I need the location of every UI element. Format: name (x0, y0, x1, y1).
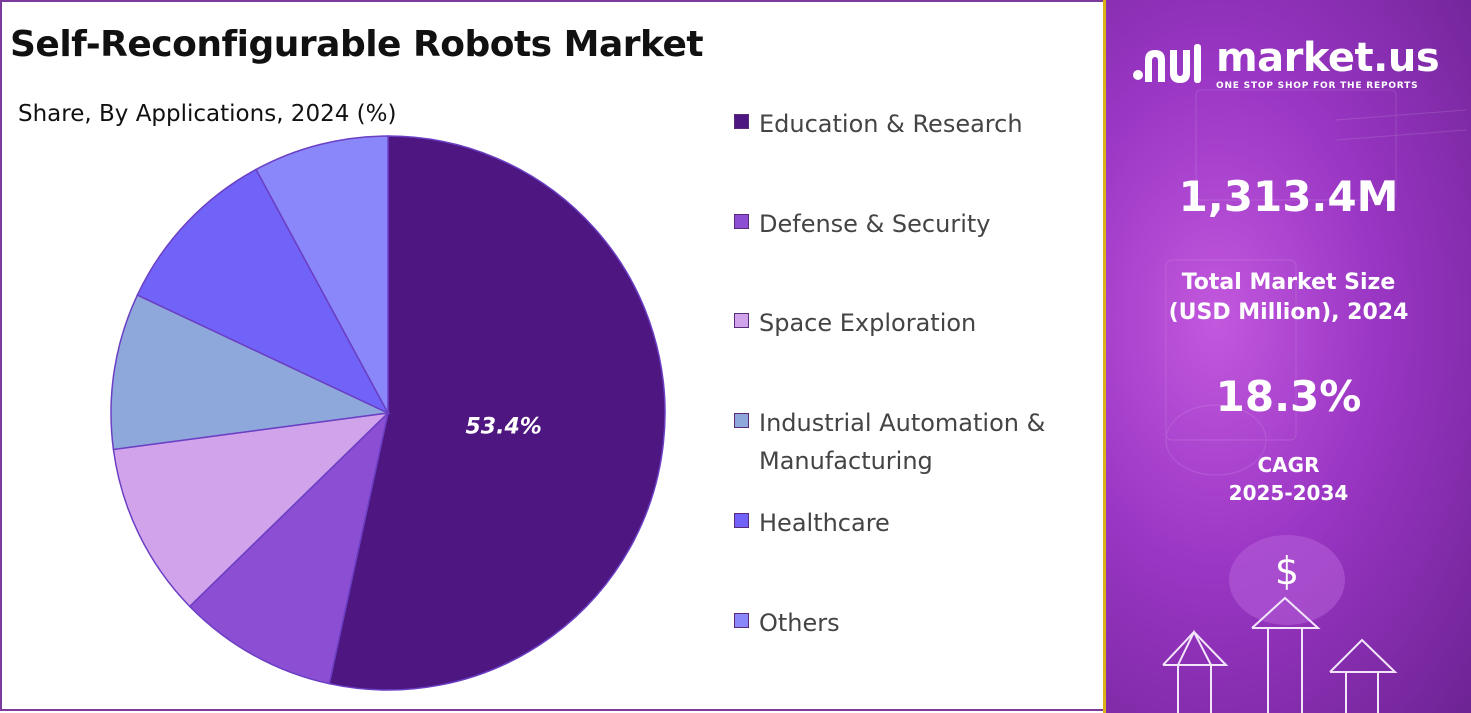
legend-label: Healthcare (759, 509, 890, 537)
legend-item: Space Exploration (734, 304, 1069, 342)
pie-slice-others (255, 135, 389, 414)
pie-slice-healthcare (136, 168, 390, 415)
market-size-label-line2: (USD Million), 2024 (1168, 300, 1409, 325)
cagr-period: 2025-2034 (1228, 481, 1349, 505)
legend-label: Others (759, 609, 840, 637)
cagr-label: CAGR (1257, 453, 1320, 477)
legend-item: Others (734, 604, 1069, 642)
legend-swatch (734, 413, 749, 428)
chart-title: Self-Reconfigurable Robots Market (10, 24, 704, 65)
market-us-logo-icon (1133, 43, 1201, 83)
market-size-label-line1: Total Market Size (1181, 270, 1396, 295)
legend-item: Industrial Automation & Manufacturing (734, 404, 1069, 480)
data-label: 53.4% (466, 414, 542, 439)
legend-label: Defense & Security (759, 210, 991, 238)
legend-label: Space Exploration (759, 309, 977, 337)
pie-slice-defense-security (188, 410, 390, 685)
pie-slice-industrial-automation-manufacturing (110, 294, 391, 451)
legend-swatch (734, 313, 749, 328)
brand-tagline: ONE STOP SHOP FOR THE REPORTS (1216, 81, 1419, 91)
pie-chart: 53.4% (110, 135, 666, 691)
legend-swatch (734, 513, 749, 528)
chart-subtitle: Share, By Applications, 2024 (%) (18, 101, 397, 127)
dollar-icon: $ (1275, 549, 1299, 593)
up-arrows-icon (1162, 596, 1398, 713)
pie-slice-education-research (328, 135, 666, 691)
legend-swatch (734, 114, 749, 129)
brand-name: market.us (1216, 35, 1440, 81)
legend-label: Industrial Automation & Manufacturing (759, 409, 1046, 475)
brand-logo: market.us ONE STOP SHOP FOR THE REPORTS (1132, 35, 1440, 91)
chart-panel: Self-Reconfigurable Robots Market Share,… (0, 0, 1105, 711)
stats-panel: $ market.us ONE STOP SHOP FOR THE REPORT… (1103, 0, 1471, 713)
background-decoration: $ (1162, 89, 1467, 713)
legend-swatch (734, 613, 749, 628)
pie-slice-space-exploration (112, 411, 391, 608)
market-size-value: 1,313.4M (1178, 172, 1399, 221)
legend-item: Education & Research (734, 105, 1069, 143)
cagr-value: 18.3% (1215, 372, 1362, 421)
legend-swatch (734, 214, 749, 229)
legend-label: Education & Research (759, 110, 1023, 138)
legend-item: Defense & Security (734, 205, 1069, 243)
legend-item: Healthcare (734, 504, 1069, 542)
